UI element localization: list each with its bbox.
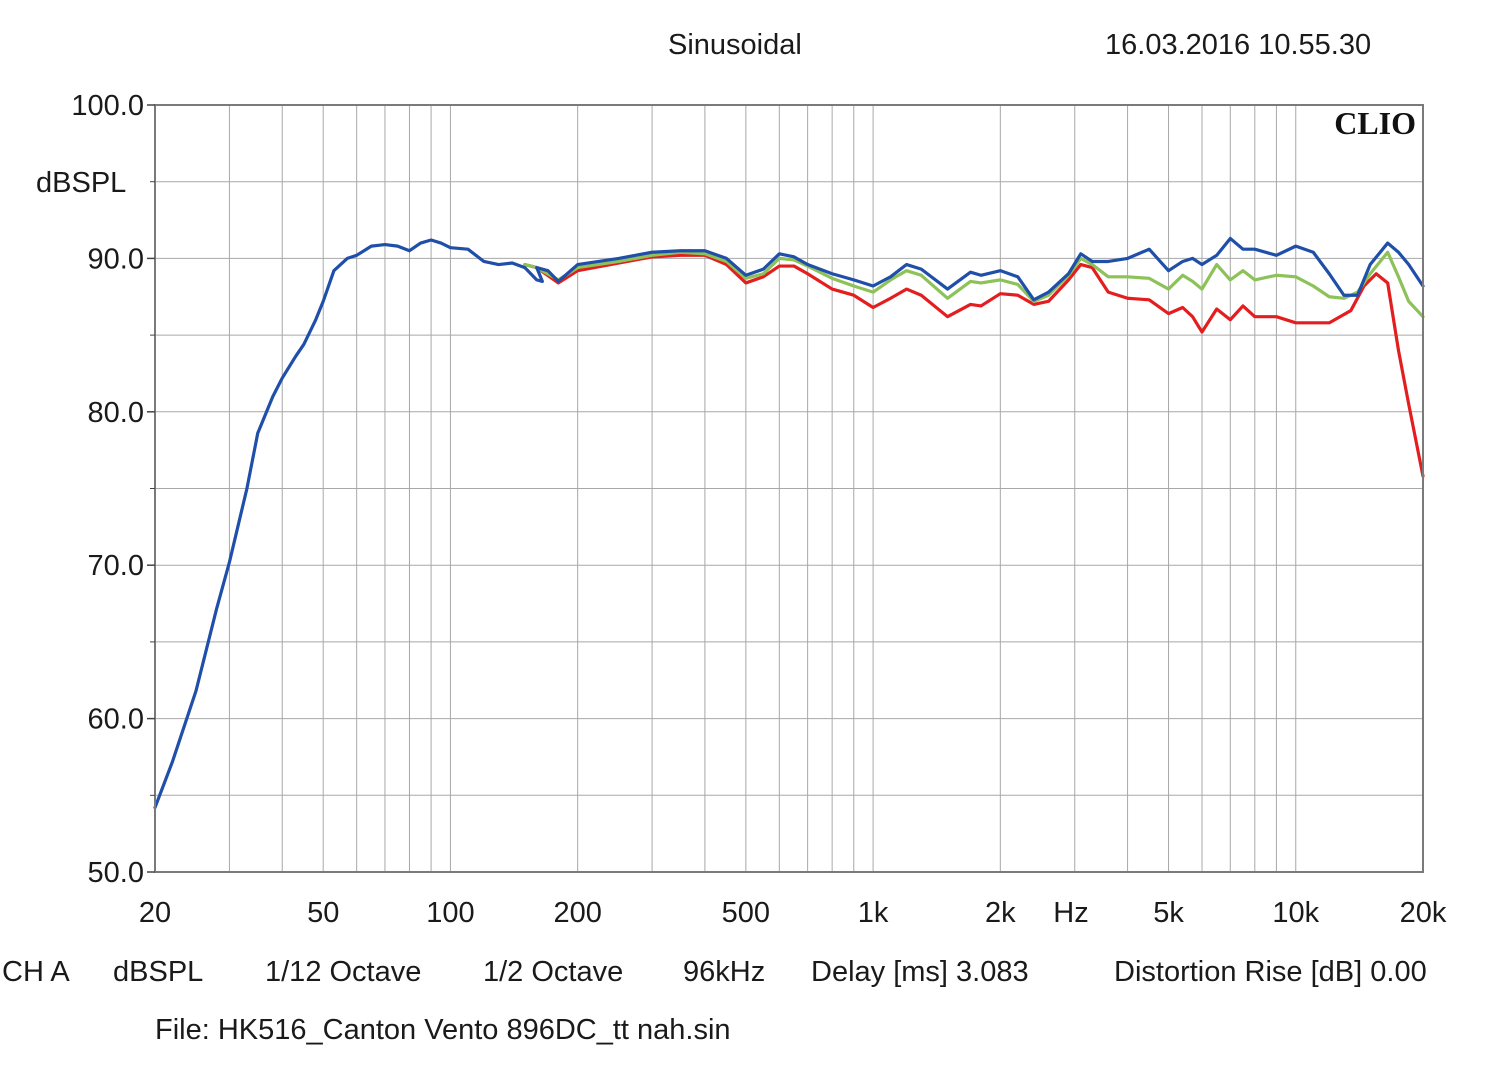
x-axis-ticks: 20 50 100 200 500 1k 2k 5k 10k 20k xyxy=(139,897,1447,929)
y-tick-label: 50.0 xyxy=(88,857,144,889)
y-axis-ticks: 100.0 90.0 80.0 70.0 60.0 50.0 xyxy=(71,90,155,889)
x-tick-label: 10k xyxy=(1272,897,1319,929)
footer-unit: dBSPL xyxy=(113,956,204,988)
series-line-3 xyxy=(153,236,1425,810)
series-line-2 xyxy=(523,250,1425,319)
series-line-1 xyxy=(523,253,1425,478)
y-tick-label: 80.0 xyxy=(88,397,144,429)
footer-distortion: Distortion Rise [dB] 0.00 xyxy=(1114,956,1427,988)
x-tick-label: 200 xyxy=(553,897,601,929)
plot-grid xyxy=(155,105,1423,872)
x-tick-label: 100 xyxy=(426,897,474,929)
footer-resolution: 1/12 Octave xyxy=(265,956,422,988)
footer-smoothing: 1/2 Octave xyxy=(483,956,624,988)
x-tick-label: 20 xyxy=(139,897,171,929)
x-tick-label: 500 xyxy=(722,897,770,929)
chart-mode-label: Sinusoidal xyxy=(668,29,802,61)
footer-file: File: HK516_Canton Vento 896DC_tt nah.si… xyxy=(155,1014,731,1046)
y-tick-label: 60.0 xyxy=(88,704,144,736)
y-tick-label: 90.0 xyxy=(88,243,144,275)
y-axis-label: dBSPL xyxy=(36,167,126,199)
footer-channel: CH A xyxy=(2,956,70,988)
x-tick-label: 1k xyxy=(858,897,889,929)
x-axis-label: Hz xyxy=(1053,897,1088,929)
footer-sample-rate: 96kHz xyxy=(683,956,766,988)
y-tick-label: 100.0 xyxy=(71,90,144,122)
brand-label: CLIO xyxy=(1334,105,1416,141)
plot-series xyxy=(153,236,1425,810)
x-tick-label: 20k xyxy=(1400,897,1447,929)
x-tick-label: 50 xyxy=(307,897,339,929)
footer-delay: Delay [ms] 3.083 xyxy=(811,956,1029,988)
x-tick-label: 5k xyxy=(1153,897,1184,929)
x-tick-label: 2k xyxy=(985,897,1016,929)
chart-timestamp: 16.03.2016 10.55.30 xyxy=(1105,29,1372,61)
y-tick-label: 70.0 xyxy=(88,550,144,582)
